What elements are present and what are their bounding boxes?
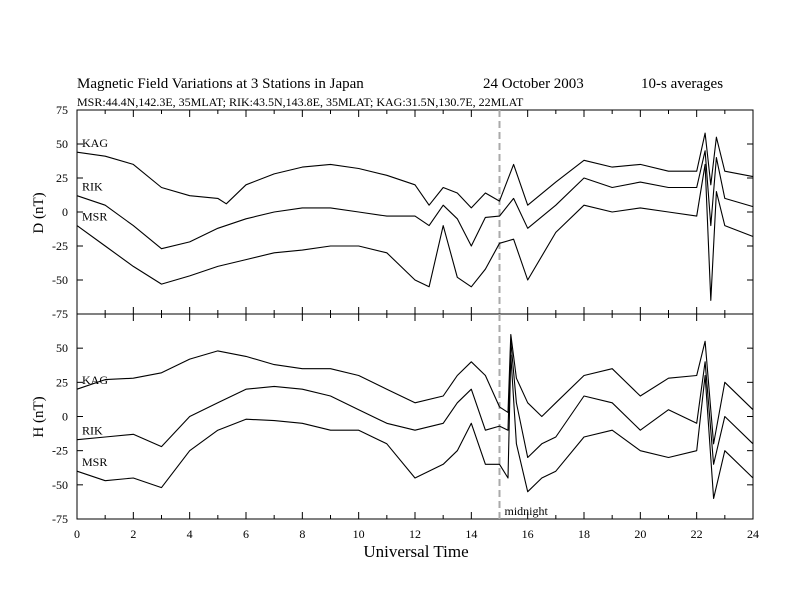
midnight-label: midnight — [505, 504, 549, 518]
d-series-msr — [76, 163, 754, 301]
h-y-tick-label: 25 — [56, 375, 68, 389]
x-axis-label: Universal Time — [363, 542, 468, 561]
h-y-tick-label: 0 — [62, 410, 68, 424]
d-y-tick-label: -50 — [52, 273, 68, 287]
h-series-label-rik: RIK — [82, 424, 103, 438]
d-panel-frame — [76, 109, 754, 315]
h-series-rik — [76, 340, 754, 465]
d-panel: 75 50 25 0 -25 -50 -75 KAG RIK MSR D (nT) — [31, 103, 754, 321]
d-series-label-msr: MSR — [82, 210, 107, 224]
d-y-tick-label: 75 — [56, 103, 68, 117]
d-series-rik — [76, 150, 754, 250]
d-y-tick-label: 0 — [62, 205, 68, 219]
h-panel-frame — [76, 313, 754, 520]
chart-title: Magnetic Field Variations at 3 Stations … — [77, 76, 364, 92]
d-series-label-kag: KAG — [82, 136, 108, 150]
station-info: MSR:44.4N,142.3E, 35MLAT; RIK:43.5N,143.… — [77, 95, 524, 109]
x-tick-label: 4 — [187, 527, 193, 541]
h-y-tick-label: 50 — [56, 341, 68, 355]
x-tick-label: 24 — [747, 527, 759, 541]
d-y-tick-label: -75 — [52, 307, 68, 321]
x-tick-label: 10 — [353, 527, 365, 541]
h-series-label-kag: KAG — [82, 373, 108, 387]
h-series-kag — [76, 333, 754, 445]
h-series-label-msr: MSR — [82, 455, 107, 469]
x-tick-label: 16 — [522, 527, 534, 541]
chart-averaging: 10-s averages — [641, 76, 723, 92]
x-tick-label: 18 — [578, 527, 590, 541]
chart-date: 24 October 2003 — [483, 76, 584, 92]
x-tick-label: 14 — [465, 527, 477, 541]
d-y-tick-label: -25 — [52, 239, 68, 253]
h-y-tick-label: -50 — [52, 478, 68, 492]
x-tick-label: 20 — [634, 527, 646, 541]
d-y-tick-label: 50 — [56, 137, 68, 151]
x-tick-label: 22 — [691, 527, 703, 541]
d-series-kag — [76, 132, 754, 209]
h-y-tick-label: -25 — [52, 444, 68, 458]
x-axis: 0 2 4 6 8 10 12 14 16 18 20 22 24 — [74, 527, 759, 541]
h-panel: 50 25 0 -25 -50 -75 midnight KAG RIK MSR H (nT) — [31, 313, 754, 526]
d-y-tick-label: 25 — [56, 171, 68, 185]
x-tick-label: 8 — [299, 527, 305, 541]
x-tick-label: 6 — [243, 527, 249, 541]
x-tick-label: 2 — [130, 527, 136, 541]
h-series-msr — [76, 354, 754, 500]
x-tick-label: 12 — [409, 527, 421, 541]
h-y-tick-label: -75 — [52, 512, 68, 526]
h-axis-label: H (nT) — [31, 396, 47, 437]
d-axis-label: D (nT) — [31, 192, 47, 233]
x-tick-label: 0 — [74, 527, 80, 541]
d-series-label-rik: RIK — [82, 180, 103, 194]
